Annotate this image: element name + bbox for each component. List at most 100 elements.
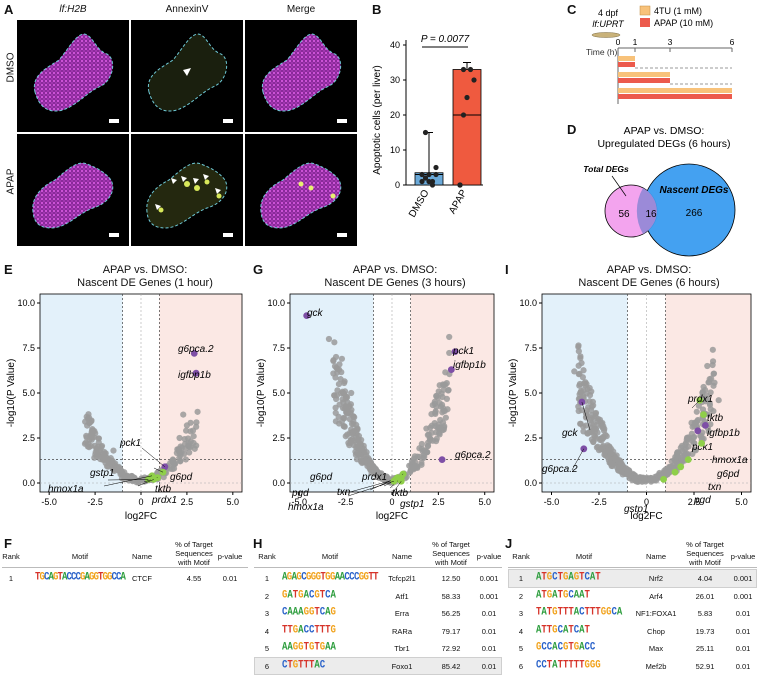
- gene-point-gstp1: [660, 476, 667, 483]
- legend-label-4tu: 4TU (1 mM): [654, 6, 702, 16]
- rank-cell: 2: [264, 591, 270, 601]
- gene-label-prdx1: prdx1: [361, 472, 387, 483]
- gene-point: [424, 442, 432, 450]
- rank-cell: 5: [264, 644, 270, 653]
- header-name: Name: [645, 552, 666, 561]
- gene-label-prdx1: prdx1: [151, 495, 177, 506]
- gene-point: [599, 433, 607, 441]
- venn-only-total: 56: [618, 209, 630, 220]
- x-tick-label: 5.0: [735, 497, 748, 507]
- gene-point: [586, 398, 593, 405]
- gene-point: [631, 475, 638, 482]
- panel-letter-b: B: [372, 2, 382, 17]
- gene-point: [583, 380, 590, 388]
- bar-apap-6h: [618, 94, 732, 99]
- gene-point: [333, 364, 340, 371]
- gene-point-igfbp1b: [192, 369, 200, 377]
- gene-point-gstp1: [397, 477, 405, 485]
- y-tick-label: 40: [390, 40, 400, 50]
- column-title-merge: Merge: [286, 4, 316, 15]
- gene-point: [588, 388, 595, 395]
- header-name: Name: [131, 552, 152, 561]
- gene-label-leader: [107, 479, 149, 481]
- x-tick-label: 0: [138, 497, 143, 507]
- gene-label-tktb: tktb: [707, 413, 724, 424]
- motif-logo: CCTATTTTTGGG: [536, 658, 601, 671]
- gene-point: [420, 451, 427, 459]
- y-tick-label: 2.5: [272, 433, 285, 443]
- micrograph-dmso-h2b: [17, 20, 129, 132]
- venn-label-total: Total DEGs: [583, 164, 629, 174]
- gene-point: [434, 424, 441, 431]
- gene-point-g6pca.2: [580, 445, 588, 453]
- gene-point: [575, 371, 582, 378]
- header-pct: % of Target Sequences with Motif: [686, 540, 724, 567]
- motif-table-1h: Rank Motif Name p-value % of Target Sequence…: [0, 540, 250, 676]
- x-tick-label: -5.0: [544, 497, 560, 507]
- data-point: [422, 175, 429, 181]
- header-motif: Motif: [321, 552, 339, 561]
- motif-logo: ATGCTGAGTCAT: [536, 570, 601, 584]
- data-point: [433, 171, 439, 178]
- gene-point: [647, 474, 654, 482]
- row-label-dmso: DMSO: [5, 52, 17, 83]
- gene-point: [576, 380, 584, 388]
- rank-cell: 2: [518, 591, 524, 601]
- gene-label-g6pca.2: g6pca.2: [542, 464, 578, 475]
- gene-point: [339, 396, 346, 403]
- y-tick-label: 0.0: [524, 478, 537, 488]
- gene-point: [332, 409, 339, 417]
- motif-logo: GCCACGTGACC: [536, 640, 595, 654]
- name-cell: NF1:FOXA1: [635, 609, 677, 618]
- header-divider: [254, 567, 502, 568]
- bar-4tu-6h: [618, 88, 732, 93]
- header-rank: Rank: [258, 552, 276, 561]
- pvalue-cell: 0.01: [222, 574, 238, 583]
- pvalue-cell: 0.01: [735, 644, 751, 653]
- panel-c-time-label: Time (h): [586, 47, 617, 57]
- header-motif: Motif: [71, 552, 89, 561]
- y-tick-label: 2.5: [22, 433, 35, 443]
- gene-point: [571, 368, 578, 375]
- gene-point: [95, 435, 103, 442]
- row-label-apap: APAP: [5, 168, 17, 195]
- gene-point: [363, 452, 370, 459]
- gene-point: [406, 462, 413, 469]
- scale-bar: [223, 233, 233, 237]
- volcano-plot-1h: -5.0 -2.5 0 2.5 5.0 0.0 2.5 5.0 7.5 10.0 log2FC -lo…: [6, 293, 243, 522]
- gene-point: [183, 422, 191, 429]
- pct-cell: 4.04: [697, 574, 713, 583]
- volcano-1h-title: APAP vs. DMSO: Nascent DE Genes (1 hour): [60, 264, 230, 290]
- gene-point: [100, 452, 107, 459]
- gene-label-leader: [391, 481, 402, 495]
- pct-cell: 25.11: [695, 644, 715, 653]
- gene-point: [704, 395, 711, 403]
- gene-point: [111, 467, 118, 475]
- gene-point-igfbp1b: [447, 366, 455, 373]
- gene-point: [348, 389, 355, 397]
- header-motif: Motif: [575, 552, 593, 561]
- gene-point: [707, 421, 714, 428]
- scale-bar: [337, 119, 347, 123]
- gene-point-prdx1: [150, 476, 158, 483]
- gene-point: [709, 358, 717, 365]
- gene-point: [432, 410, 439, 417]
- gene-point: [85, 414, 93, 421]
- volcano-plot-6h: -5.0 -2.5 0 2.5 5.0 0.0 2.5 5.0 7.5 10.0 log2FC -lo…: [508, 293, 752, 522]
- gene-point: [382, 476, 389, 483]
- gene-label-pck1: pck1: [119, 438, 141, 449]
- gene-point-tktb: [700, 411, 707, 418]
- gene-point: [599, 424, 606, 431]
- panel-letter-f: F: [4, 536, 12, 551]
- x-tick-label: 5.0: [478, 497, 491, 507]
- data-point: [460, 112, 467, 118]
- gene-label-tktb: tktb: [155, 484, 172, 495]
- panel-c-timeline: 4 dpf lf:UPRT 4TU (1 mM) APAP (10 mM) Ti…: [586, 5, 735, 104]
- gene-label-prdx1: prdx1: [687, 394, 713, 405]
- gene-point: [575, 348, 582, 355]
- data-point: [422, 129, 429, 136]
- gene-point: [356, 444, 363, 452]
- gene-label-g6pca.2: g6pca.2: [178, 344, 214, 355]
- gene-point: [331, 392, 338, 399]
- pct-cell: 79.17: [441, 626, 461, 636]
